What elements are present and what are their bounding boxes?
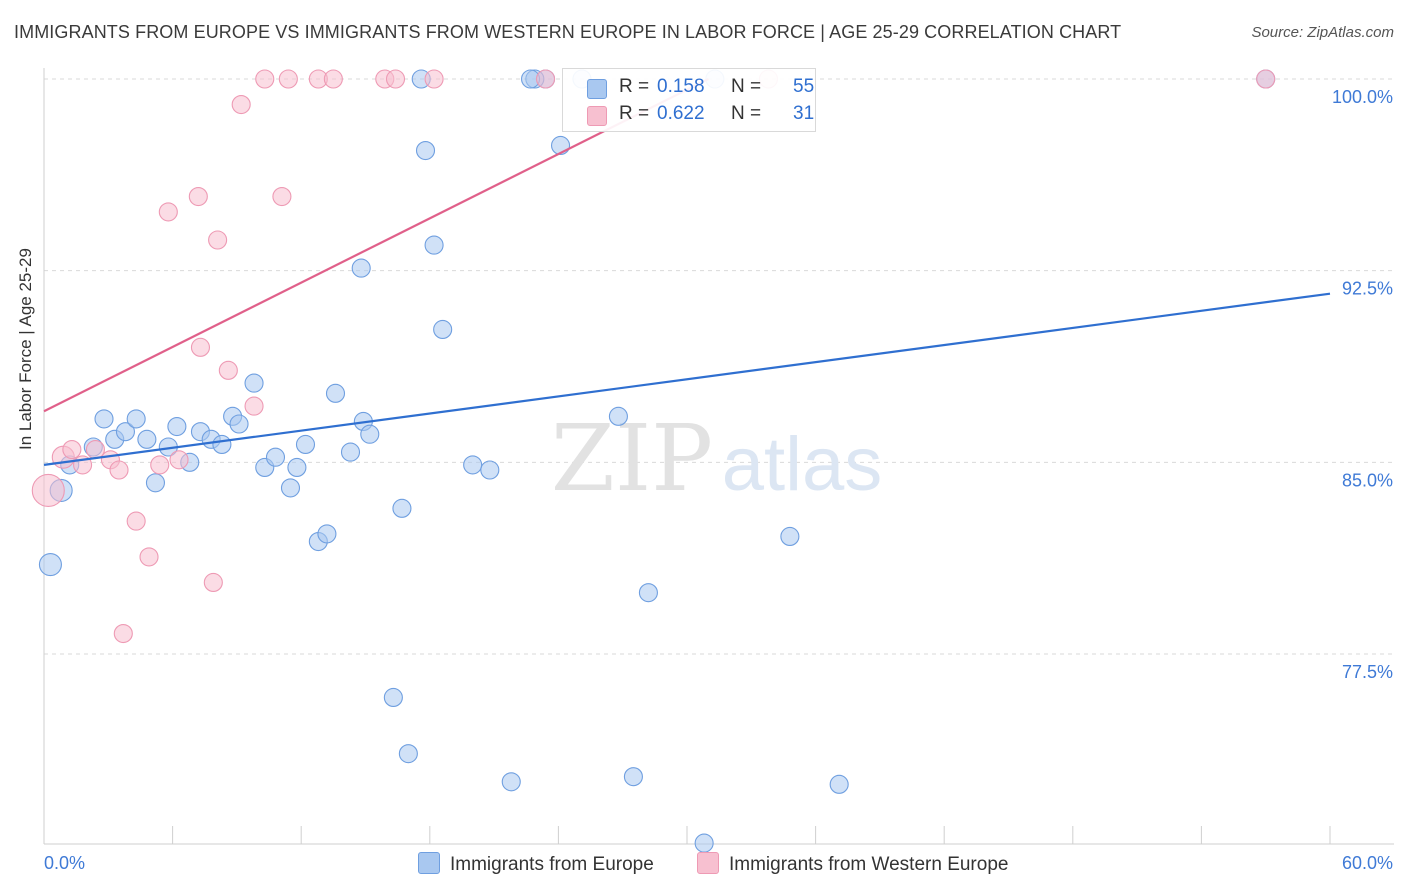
source-credit[interactable]: Source: ZipAtlas.com bbox=[1251, 24, 1394, 41]
x-tick-label: 60.0% bbox=[1342, 853, 1393, 873]
data-point-europe bbox=[623, 767, 643, 787]
data-point-europe bbox=[325, 383, 346, 403]
data-point-western-europe bbox=[1256, 69, 1276, 89]
data-point-europe bbox=[317, 524, 337, 544]
bottom-legend-label-europe: Immigrants from Europe bbox=[450, 854, 654, 875]
data-point-europe bbox=[287, 457, 307, 477]
bottom-legend-swatch-blue bbox=[418, 852, 440, 874]
series-western-europe-points bbox=[31, 69, 1276, 644]
data-point-europe bbox=[38, 553, 62, 577]
data-point-europe bbox=[501, 772, 521, 792]
data-point-western-europe bbox=[218, 360, 238, 380]
data-point-europe bbox=[145, 473, 166, 493]
data-point-europe bbox=[340, 442, 361, 462]
data-point-western-europe bbox=[109, 460, 129, 480]
data-point-western-europe bbox=[169, 450, 189, 470]
data-point-western-europe bbox=[278, 69, 298, 89]
bottom-legend-europe[interactable]: Immigrants from Europe bbox=[418, 852, 654, 876]
watermark-zip: ZIP bbox=[551, 405, 713, 512]
legend-swatch-pink bbox=[587, 106, 607, 126]
data-point-europe bbox=[780, 526, 800, 546]
data-point-western-europe bbox=[31, 473, 65, 507]
data-point-europe bbox=[137, 429, 157, 449]
data-point-western-europe bbox=[188, 187, 208, 207]
data-point-western-europe bbox=[113, 624, 133, 644]
legend-r-label: R = bbox=[619, 103, 650, 124]
data-point-europe bbox=[383, 687, 403, 707]
legend-n-value: 55 bbox=[793, 76, 815, 97]
data-point-western-europe bbox=[190, 337, 211, 357]
legend-n-label: N = bbox=[731, 76, 762, 97]
data-point-europe bbox=[433, 319, 453, 339]
legend-r-value: 0.158 bbox=[657, 76, 705, 97]
legend-swatch-blue bbox=[587, 79, 607, 99]
data-point-europe bbox=[608, 406, 628, 426]
data-point-western-europe bbox=[323, 69, 343, 89]
data-point-europe bbox=[638, 583, 658, 603]
legend-n-value: 31 bbox=[793, 103, 815, 124]
data-point-europe bbox=[351, 258, 371, 278]
data-point-western-europe bbox=[150, 455, 170, 475]
data-point-europe bbox=[415, 141, 436, 161]
y-axis-label: In Labor Force | Age 25-29 bbox=[16, 248, 35, 450]
data-point-europe bbox=[392, 498, 412, 518]
data-point-western-europe bbox=[272, 187, 292, 207]
trend-lines bbox=[43, 78, 1331, 466]
data-point-europe bbox=[295, 434, 316, 454]
data-point-western-europe bbox=[158, 202, 178, 222]
watermark: ZIP atlas bbox=[551, 405, 882, 512]
data-point-europe bbox=[829, 774, 849, 794]
correlation-legend: R = 0.158 N = 55 R = 0.622 N = 31 bbox=[562, 68, 816, 132]
data-point-western-europe bbox=[62, 440, 82, 460]
data-point-western-europe bbox=[424, 69, 444, 89]
data-point-europe bbox=[126, 409, 146, 429]
data-point-western-europe bbox=[535, 69, 556, 89]
gridlines bbox=[44, 78, 1394, 655]
bottom-legend-swatch-pink bbox=[697, 852, 719, 874]
data-point-europe bbox=[424, 235, 444, 255]
data-point-europe bbox=[212, 434, 232, 454]
data-point-western-europe bbox=[126, 511, 146, 531]
bottom-legend-label-western-europe: Immigrants from Western Europe bbox=[729, 854, 1009, 875]
data-point-europe bbox=[463, 455, 483, 475]
legend-n-label: N = bbox=[731, 103, 762, 124]
data-point-europe bbox=[480, 460, 500, 480]
trend-line-europe bbox=[43, 292, 1331, 466]
data-point-western-europe bbox=[244, 396, 264, 416]
data-point-europe bbox=[244, 373, 264, 393]
data-point-western-europe bbox=[139, 547, 159, 567]
data-point-europe bbox=[265, 447, 286, 467]
data-point-europe bbox=[229, 414, 249, 434]
trend-line-western-europe bbox=[43, 78, 709, 413]
axes bbox=[43, 68, 1394, 845]
data-point-western-europe bbox=[203, 572, 223, 592]
x-tick-label: 0.0% bbox=[44, 853, 85, 873]
tick-labels: 77.5% 85.0% 92.5% 100.0% 0.0% 60.0% bbox=[44, 87, 1393, 873]
data-point-europe bbox=[694, 833, 714, 853]
y-tick-label: 77.5% bbox=[1342, 662, 1393, 682]
chart-title: IMMIGRANTS FROM EUROPE VS IMMIGRANTS FRO… bbox=[14, 22, 1122, 42]
data-point-europe bbox=[94, 409, 114, 429]
data-point-western-europe bbox=[231, 95, 251, 115]
y-tick-label: 92.5% bbox=[1342, 279, 1393, 299]
legend-r-value: 0.622 bbox=[657, 103, 705, 124]
data-point-europe bbox=[398, 744, 418, 764]
data-point-europe bbox=[167, 417, 187, 437]
data-point-western-europe bbox=[208, 230, 228, 250]
y-tick-label: 100.0% bbox=[1332, 87, 1393, 107]
data-point-europe bbox=[360, 424, 380, 444]
data-point-western-europe bbox=[385, 69, 406, 89]
y-tick-label: 85.0% bbox=[1342, 470, 1393, 490]
watermark-atlas: atlas bbox=[722, 422, 883, 507]
data-point-europe bbox=[280, 478, 301, 498]
data-point-western-europe bbox=[255, 69, 275, 89]
bottom-legend-western-europe[interactable]: Immigrants from Western Europe bbox=[697, 852, 1008, 876]
data-point-europe bbox=[115, 422, 135, 442]
legend-r-label: R = bbox=[619, 76, 650, 97]
